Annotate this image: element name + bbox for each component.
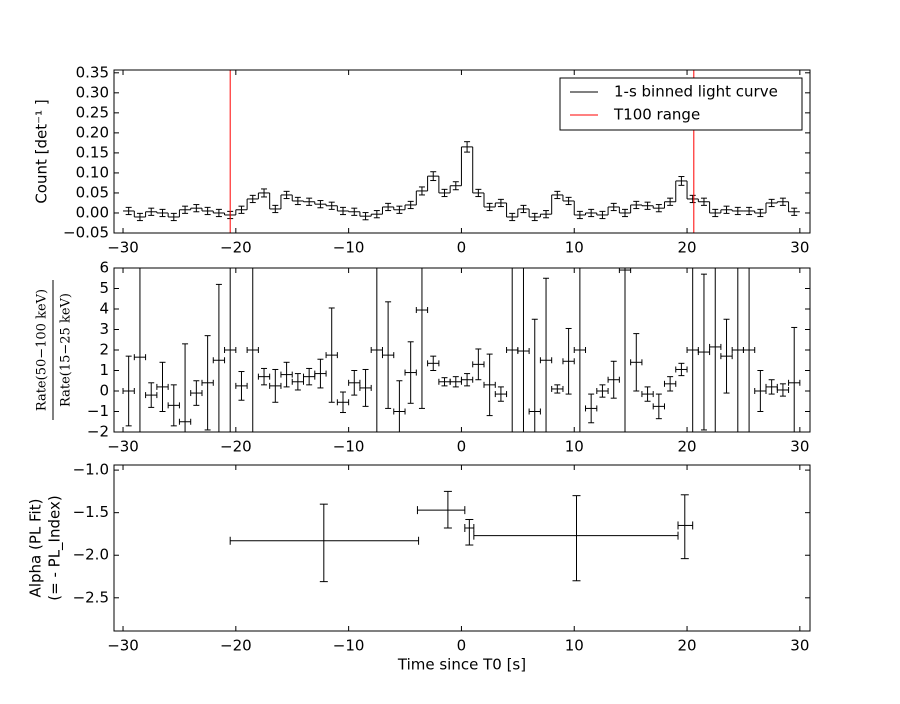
y-tick-label: 3 bbox=[99, 320, 109, 338]
y-tick-label: 0.25 bbox=[76, 103, 109, 121]
x-tick-label: −20 bbox=[220, 637, 252, 655]
x-tick-label: −10 bbox=[333, 239, 365, 257]
axes-frame bbox=[113, 69, 811, 234]
x-tick-label: 20 bbox=[677, 637, 696, 655]
x-tick-label: −10 bbox=[333, 637, 365, 655]
y-tick-label: 0.30 bbox=[76, 83, 109, 101]
plot-area bbox=[229, 490, 694, 583]
legend-label: T100 range bbox=[613, 106, 700, 124]
y-tick-label: 0.20 bbox=[76, 123, 109, 141]
x-tick-label: −10 bbox=[333, 438, 365, 456]
x-tick-label: −20 bbox=[220, 239, 252, 257]
x-tick-label: 10 bbox=[565, 637, 584, 655]
x-tick-label: 0 bbox=[457, 637, 467, 655]
y-tick-label: 0.10 bbox=[76, 163, 109, 181]
axes-frame bbox=[113, 464, 811, 632]
legend-box bbox=[559, 77, 803, 131]
y-tick-label: −0.05 bbox=[63, 224, 109, 242]
x-tick-label: 10 bbox=[565, 438, 584, 456]
x-tick-label: 30 bbox=[790, 239, 809, 257]
x-tick-label: −30 bbox=[107, 637, 139, 655]
y-axis-label: Rate(15−25 keV) bbox=[59, 293, 74, 407]
x-tick-label: 10 bbox=[565, 239, 584, 257]
y-tick-label: 1 bbox=[99, 361, 109, 379]
x-axis-label: Time since T0 [s] bbox=[397, 656, 526, 674]
y-tick-label: −1.0 bbox=[73, 461, 109, 479]
axes-frame bbox=[113, 267, 811, 433]
y-tick-label: 2 bbox=[99, 341, 109, 359]
legend-label: 1-s binned light curve bbox=[614, 83, 778, 101]
y-axis-label: Rate(50−100 keV) bbox=[35, 289, 50, 411]
y-axis-label: Alpha (PL Fit) bbox=[27, 499, 45, 598]
x-tick-label: 20 bbox=[677, 239, 696, 257]
y-tick-label: 4 bbox=[99, 300, 109, 318]
x-tick-label: 30 bbox=[790, 637, 809, 655]
y-tick-label: −1.5 bbox=[73, 503, 109, 521]
y-tick-label: 0 bbox=[99, 382, 109, 400]
y-tick-label: −2.0 bbox=[73, 546, 109, 564]
y-tick-label: 0.15 bbox=[76, 143, 109, 161]
y-tick-label: −2 bbox=[87, 423, 109, 441]
y-tick-label: 6 bbox=[99, 259, 109, 277]
y-axis-label: Count [det⁻¹ ] bbox=[33, 99, 51, 203]
x-tick-label: −20 bbox=[220, 438, 252, 456]
x-tick-label: −30 bbox=[107, 239, 139, 257]
legend: 1-s binned light curve T100 range bbox=[559, 77, 803, 131]
y-tick-label: −1 bbox=[87, 402, 109, 420]
x-tick-label: 0 bbox=[457, 239, 467, 257]
y-tick-label: −2.5 bbox=[73, 588, 109, 606]
y-tick-label: 0.00 bbox=[76, 203, 109, 221]
x-tick-label: 30 bbox=[790, 438, 809, 456]
x-tick-label: 0 bbox=[457, 438, 467, 456]
y-tick-label: 0.35 bbox=[76, 63, 109, 81]
y-axis-label: (= - PL_Index) bbox=[46, 495, 65, 600]
plot-area bbox=[123, 70, 800, 233]
y-tick-label: 0.05 bbox=[76, 183, 109, 201]
y-tick-label: 5 bbox=[99, 279, 109, 297]
plot-area bbox=[122, 268, 801, 432]
x-tick-label: 20 bbox=[677, 438, 696, 456]
x-tick-label: −30 bbox=[107, 438, 139, 456]
